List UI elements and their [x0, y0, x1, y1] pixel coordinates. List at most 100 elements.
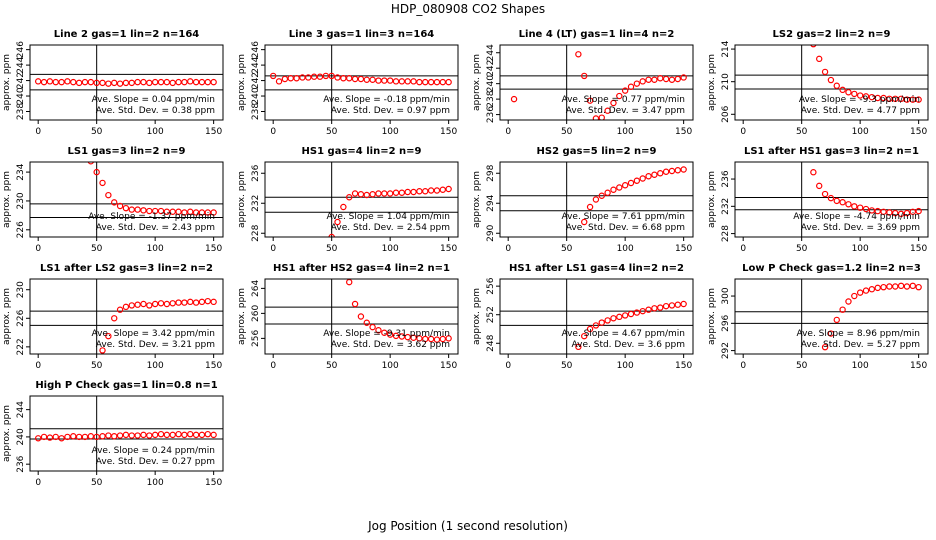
data-point [369, 323, 376, 331]
plot-area [735, 279, 928, 367]
data-point [821, 190, 829, 198]
x-tick-label: 50 [796, 361, 808, 371]
data-point [293, 75, 300, 82]
annotation: Ave. Slope = 1.04 ppm/min [326, 212, 450, 222]
data-point [346, 75, 353, 82]
data-point [604, 317, 611, 324]
data-point [856, 289, 864, 296]
data-point [198, 78, 206, 86]
data-point [299, 74, 306, 81]
plot-area [30, 162, 223, 237]
data-point [363, 319, 370, 326]
data-point [845, 298, 852, 305]
plot-frame [264, 161, 459, 238]
data-point [445, 335, 452, 342]
plot-frame [29, 278, 224, 355]
plot-area [265, 45, 458, 120]
data-point [404, 78, 411, 85]
panel-title: Line 3 gas=1 lin=3 n=164 [289, 29, 435, 40]
data-point [386, 331, 394, 338]
annotation: Ave. Std. Dev. = 3.47 ppm [566, 106, 685, 116]
x-tick-label: 50 [326, 361, 338, 371]
annotation: Ave. Std. Dev. = 0.38 ppm [96, 106, 215, 116]
data-point [903, 283, 911, 290]
data-point [75, 433, 83, 441]
data-point [586, 97, 594, 104]
x-tick-label: 100 [852, 127, 869, 137]
annotation: Ave. Slope = -4.74 ppm/min [793, 212, 920, 222]
y-tick-label: 228 [251, 224, 261, 241]
plot-frame [29, 44, 224, 121]
data-point [416, 335, 423, 342]
x-tick-label: 50 [91, 478, 103, 488]
x-tick-label: 150 [205, 361, 222, 371]
y-tick-label: 228 [721, 225, 731, 242]
data-point [204, 297, 211, 305]
data-point [93, 79, 100, 87]
data-point [868, 93, 876, 101]
data-point [610, 99, 617, 107]
data-point [346, 194, 353, 201]
data-point [281, 75, 289, 83]
data-point [909, 96, 916, 103]
data-point [398, 333, 406, 340]
data-point [181, 78, 188, 86]
data-point [187, 298, 194, 306]
data-point [592, 196, 600, 203]
data-point [915, 96, 922, 103]
annotation: Ave. Std. Dev. = 0.27 ppm [96, 457, 215, 467]
y-tick-label: 256 [486, 277, 496, 294]
data-point [157, 300, 165, 307]
data-point [851, 203, 858, 210]
data-point [140, 431, 147, 439]
x-tick-label: 150 [205, 478, 222, 488]
data-point [151, 300, 159, 308]
y-tick-label: 294 [486, 194, 496, 211]
data-point [116, 306, 124, 313]
annotation: Ave. Std. Dev. = 0.97 ppm [331, 106, 450, 116]
data-point [334, 218, 341, 226]
y-tick-label: 234 [16, 163, 26, 180]
x-tick-label: 100 [852, 361, 869, 371]
data-point [192, 299, 200, 306]
annotation: Ave. Slope = 4.67 ppm/min [561, 329, 685, 339]
data-point [187, 430, 194, 438]
data-point [375, 327, 382, 334]
data-point [192, 431, 200, 439]
y-tick-label: 240 [486, 75, 496, 92]
data-point [187, 78, 194, 85]
data-point [821, 68, 829, 76]
data-point [427, 335, 435, 343]
annotation: Ave. Slope = 0.24 ppm/min [91, 446, 215, 456]
data-point [416, 188, 423, 195]
data-point [633, 309, 641, 316]
data-point [163, 208, 171, 215]
data-point [839, 86, 846, 94]
x-tick-label: 150 [910, 361, 927, 371]
data-point [821, 343, 829, 351]
x-tick-label: 150 [675, 361, 692, 371]
data-point [817, 362, 822, 367]
x-tick-label: 150 [910, 127, 927, 137]
panel-title: HS1 gas=4 lin=2 n=9 [302, 146, 422, 157]
annotation: Ave. Std. Dev. = 3.6 ppm [572, 340, 685, 350]
plot-area [30, 45, 223, 120]
panel-title: Line 4 (LT) gas=1 lin=4 n=2 [519, 29, 675, 40]
panel-title: HS1 after HS2 gas=4 lin=2 n=1 [273, 263, 450, 274]
plot-area [30, 279, 223, 354]
data-point [445, 78, 452, 86]
data-point [862, 205, 870, 213]
data-point [75, 79, 83, 87]
data-point [833, 316, 840, 324]
data-point [163, 431, 171, 439]
data-point [46, 78, 54, 85]
data-point [422, 188, 429, 195]
y-tick-label: 252 [486, 306, 496, 323]
data-point [598, 114, 605, 120]
data-point [357, 191, 365, 198]
data-point [146, 207, 153, 215]
data-point [169, 431, 176, 439]
data-point [134, 301, 141, 308]
data-point [862, 287, 870, 294]
x-tick-label: 0 [35, 361, 41, 371]
